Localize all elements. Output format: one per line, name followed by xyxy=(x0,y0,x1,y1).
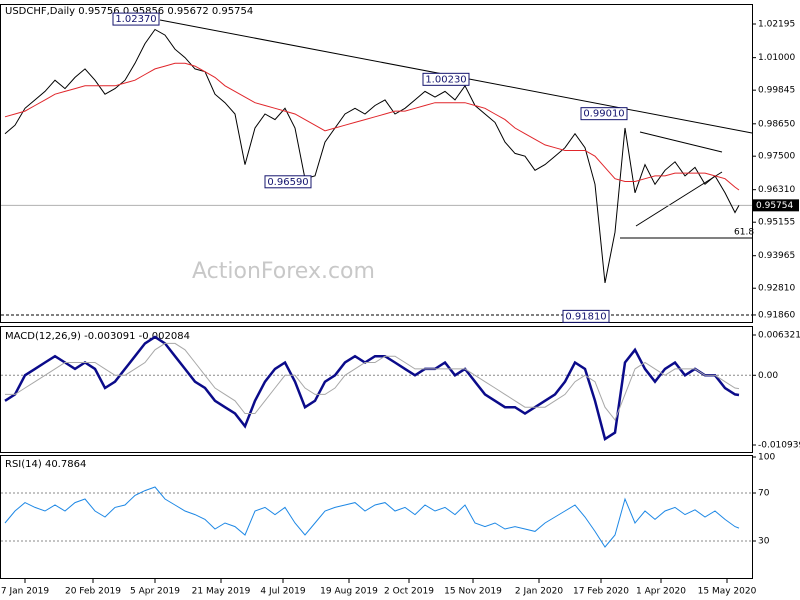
macd-panel xyxy=(0,326,753,453)
y-tick-label: 0.96310 xyxy=(758,185,795,195)
macd-title: MACD(12,26,9) -0.003091 -0.002084 xyxy=(5,331,190,342)
triangle-upper xyxy=(639,131,723,153)
x-tick-label: 15 Nov 2019 xyxy=(444,587,502,597)
y-tick-label: 0.95155 xyxy=(758,218,795,228)
y-tick-label: 70 xyxy=(758,489,770,499)
y-tick-label: 1.01000 xyxy=(758,53,795,63)
price-panel xyxy=(0,4,753,323)
watermark: ActionForex.com xyxy=(192,259,375,284)
annotation-box xyxy=(580,107,628,121)
y-tick-label: 0.91860 xyxy=(758,310,795,320)
series-line xyxy=(4,62,740,191)
annotation-label: 1.02370 xyxy=(115,14,156,25)
y-tick-label: 30 xyxy=(758,537,770,547)
x-tick-label: 1 Apr 2020 xyxy=(636,587,686,597)
series-line xyxy=(4,486,740,548)
x-tick-label: 2 Jan 2020 xyxy=(515,587,563,597)
rsi-panel xyxy=(0,455,753,579)
series-line xyxy=(4,335,740,441)
y-tick-label: -0.010939 xyxy=(758,441,800,451)
y-tick-label: 0.93965 xyxy=(758,251,795,261)
fib-label: 61.8 xyxy=(734,228,754,238)
chart-title: USDCHF,Daily 0.95756 0.95856 0.95672 0.9… xyxy=(5,6,253,17)
y-tick-label: 0.006321 xyxy=(758,331,800,341)
x-tick-label: 5 Apr 2019 xyxy=(130,587,180,597)
x-tick-label: 15 May 2020 xyxy=(698,587,757,597)
x-tick-label: 21 May 2019 xyxy=(192,587,251,597)
current-price-box xyxy=(753,199,799,212)
annotation-box xyxy=(112,12,160,26)
annotation-label: 0.91810 xyxy=(565,311,606,322)
y-tick-label: 0.00 xyxy=(758,371,778,381)
rsi-title: RSI(14) 40.7864 xyxy=(5,459,86,470)
annotation-label: 0.99010 xyxy=(583,109,624,120)
annotation-box xyxy=(264,175,312,189)
x-tick-label: 4 Jul 2019 xyxy=(260,587,305,597)
annotation-box xyxy=(422,72,470,86)
x-tick-label: 19 Aug 2019 xyxy=(320,587,378,597)
series-line xyxy=(4,28,740,283)
x-tick-label: 17 Feb 2020 xyxy=(573,587,629,597)
y-tick-label: 0.97500 xyxy=(758,152,795,162)
triangle-lower xyxy=(635,171,723,227)
annotation-box xyxy=(562,309,610,323)
y-tick-label: 0.99845 xyxy=(758,86,795,96)
annotation-label: 0.96590 xyxy=(267,177,308,188)
current-price-label: 0.95754 xyxy=(756,201,793,211)
annotation-label: 1.00230 xyxy=(425,74,466,85)
x-tick-label: 20 Feb 2019 xyxy=(65,587,121,597)
y-tick-label: 0.92810 xyxy=(758,284,795,294)
x-tick-label: 7 Jan 2019 xyxy=(1,587,49,597)
y-tick-label: 100 xyxy=(758,453,775,463)
x-tick-label: 2 Oct 2019 xyxy=(384,587,434,597)
y-tick-label: 1.02195 xyxy=(758,20,795,30)
y-tick-label: 0.98650 xyxy=(758,119,795,129)
series-line xyxy=(5,342,740,421)
